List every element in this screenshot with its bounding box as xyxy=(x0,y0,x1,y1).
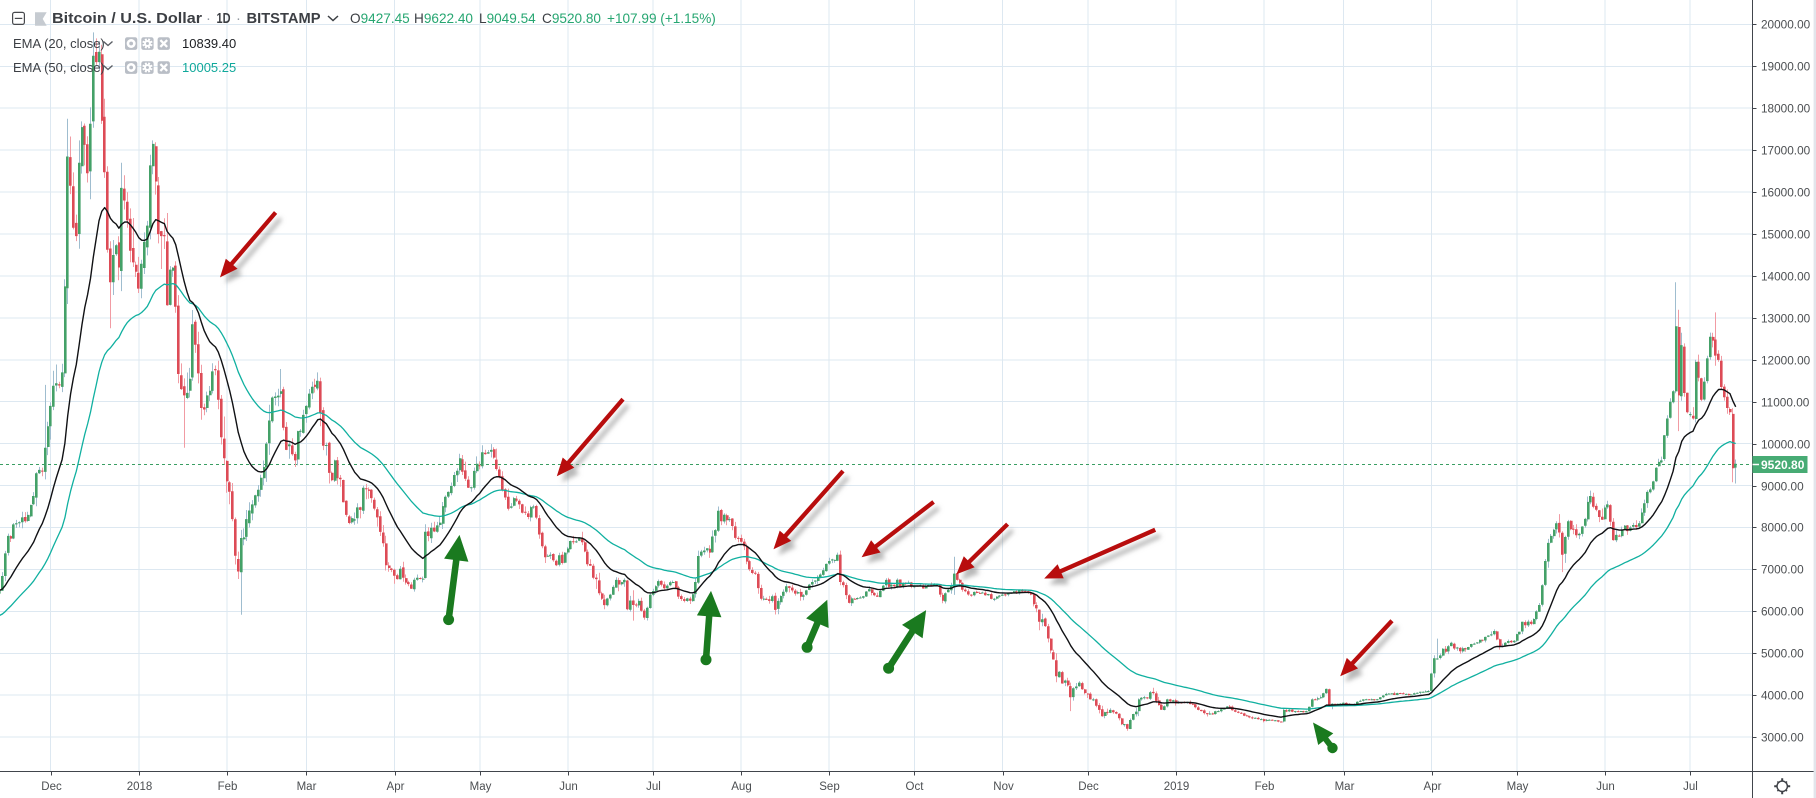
svg-text:Jun: Jun xyxy=(559,781,578,793)
svg-text:BITSTAMP: BITSTAMP xyxy=(247,11,321,27)
svg-text:Jul: Jul xyxy=(646,781,661,793)
svg-text:H9622.40: H9622.40 xyxy=(414,11,473,26)
svg-text:Oct: Oct xyxy=(906,781,925,793)
svg-text:19000.00: 19000.00 xyxy=(1761,60,1811,74)
svg-text:1D: 1D xyxy=(217,11,231,27)
svg-text:15000.00: 15000.00 xyxy=(1761,228,1811,242)
svg-text:Mar: Mar xyxy=(297,781,317,793)
svg-text:Apr: Apr xyxy=(1424,781,1442,793)
svg-text:May: May xyxy=(470,781,492,793)
svg-text:Aug: Aug xyxy=(731,781,751,793)
svg-text:20000.00: 20000.00 xyxy=(1761,18,1811,32)
svg-text:10839.40: 10839.40 xyxy=(182,36,236,51)
svg-text:16000.00: 16000.00 xyxy=(1761,186,1811,200)
svg-text:12000.00: 12000.00 xyxy=(1761,354,1811,368)
svg-text:6000.00: 6000.00 xyxy=(1761,605,1804,619)
svg-text:14000.00: 14000.00 xyxy=(1761,270,1811,284)
svg-text:O9427.45: O9427.45 xyxy=(350,11,410,26)
svg-text:10000.00: 10000.00 xyxy=(1761,438,1811,452)
svg-text:2018: 2018 xyxy=(127,781,153,793)
svg-text:Feb: Feb xyxy=(1255,781,1275,793)
svg-text:Nov: Nov xyxy=(993,781,1014,793)
svg-text:9000.00: 9000.00 xyxy=(1761,480,1804,494)
svg-text:+107.99 (+1.15%): +107.99 (+1.15%) xyxy=(607,11,716,26)
svg-text:17000.00: 17000.00 xyxy=(1761,144,1811,158)
svg-text:Jul: Jul xyxy=(1683,781,1698,793)
svg-text:Jun: Jun xyxy=(1596,781,1615,793)
svg-text:Bitcoin / U.S. Dollar: Bitcoin / U.S. Dollar xyxy=(52,11,202,27)
svg-text:·: · xyxy=(236,11,241,27)
svg-text:13000.00: 13000.00 xyxy=(1761,312,1811,326)
svg-text:Dec: Dec xyxy=(41,781,62,793)
svg-text:9520.80: 9520.80 xyxy=(1761,458,1805,472)
svg-text:2019: 2019 xyxy=(1164,781,1190,793)
svg-text:7000.00: 7000.00 xyxy=(1761,563,1804,577)
svg-text:Feb: Feb xyxy=(218,781,238,793)
svg-text:18000.00: 18000.00 xyxy=(1761,102,1811,116)
svg-text:EMA (50, close): EMA (50, close) xyxy=(13,60,105,75)
svg-text:10005.25: 10005.25 xyxy=(182,60,236,75)
svg-text:8000.00: 8000.00 xyxy=(1761,521,1804,535)
svg-text:4000.00: 4000.00 xyxy=(1761,689,1804,703)
svg-text:EMA (20, close): EMA (20, close) xyxy=(13,36,105,51)
svg-text:·: · xyxy=(206,11,211,27)
svg-text:11000.00: 11000.00 xyxy=(1761,396,1810,410)
svg-text:3000.00: 3000.00 xyxy=(1761,731,1804,745)
svg-text:May: May xyxy=(1507,781,1529,793)
svg-text:Sep: Sep xyxy=(819,781,839,793)
svg-text:C9520.80: C9520.80 xyxy=(542,11,601,26)
svg-text:L9049.54: L9049.54 xyxy=(479,11,536,26)
svg-text:Mar: Mar xyxy=(1335,781,1355,793)
svg-text:Dec: Dec xyxy=(1078,781,1099,793)
svg-text:Apr: Apr xyxy=(387,781,405,793)
svg-text:5000.00: 5000.00 xyxy=(1761,647,1804,661)
